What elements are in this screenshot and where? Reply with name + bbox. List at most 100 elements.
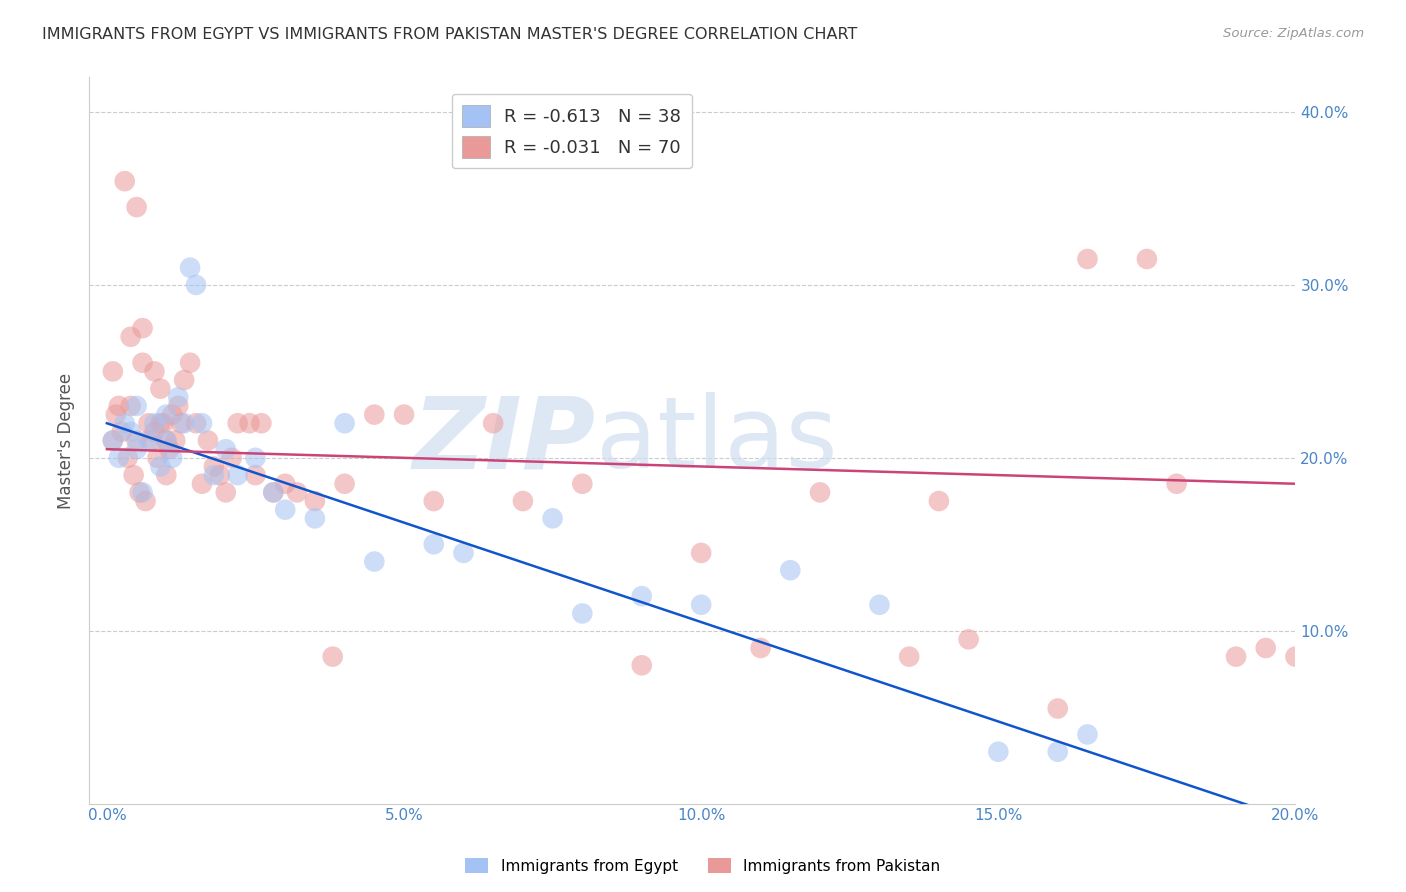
Point: [125, 442, 148, 457]
Point: [107, 450, 129, 465]
Point: [131, 485, 153, 500]
Point: [111, 425, 134, 439]
Point: [630, 658, 652, 673]
Text: atlas: atlas: [596, 392, 838, 489]
Point: [155, 408, 177, 422]
Point: [149, 459, 172, 474]
Point: [138, 434, 160, 448]
Point: [262, 485, 284, 500]
Point: [173, 373, 195, 387]
Legend: R = -0.613   N = 38, R = -0.031   N = 70: R = -0.613 N = 38, R = -0.031 N = 70: [451, 94, 692, 169]
Point: [1046, 745, 1069, 759]
Point: [152, 416, 174, 430]
Point: [179, 260, 201, 275]
Point: [423, 537, 446, 551]
Point: [114, 416, 136, 430]
Point: [215, 485, 238, 500]
Point: [117, 450, 139, 465]
Point: [135, 494, 157, 508]
Point: [107, 399, 129, 413]
Point: [928, 494, 950, 508]
Point: [215, 442, 238, 457]
Point: [191, 416, 214, 430]
Point: [392, 408, 415, 422]
Point: [1076, 252, 1098, 266]
Text: IMMIGRANTS FROM EGYPT VS IMMIGRANTS FROM PAKISTAN MASTER'S DEGREE CORRELATION CH: IMMIGRANTS FROM EGYPT VS IMMIGRANTS FROM…: [42, 27, 858, 42]
Point: [138, 416, 160, 430]
Point: [512, 494, 534, 508]
Point: [155, 434, 177, 448]
Point: [179, 356, 201, 370]
Point: [482, 416, 505, 430]
Point: [101, 434, 124, 448]
Point: [541, 511, 564, 525]
Point: [184, 416, 207, 430]
Point: [101, 364, 124, 378]
Point: [184, 277, 207, 292]
Point: [114, 174, 136, 188]
Point: [131, 321, 153, 335]
Point: [1166, 476, 1188, 491]
Point: [149, 416, 172, 430]
Point: [363, 408, 385, 422]
Point: [128, 485, 150, 500]
Point: [423, 494, 446, 508]
Point: [131, 356, 153, 370]
Point: [363, 555, 385, 569]
Point: [162, 450, 184, 465]
Point: [274, 476, 297, 491]
Point: [1284, 649, 1306, 664]
Point: [322, 649, 344, 664]
Point: [333, 416, 356, 430]
Point: [125, 399, 148, 413]
Point: [226, 468, 249, 483]
Point: [571, 607, 593, 621]
Point: [122, 468, 145, 483]
Point: [208, 468, 231, 483]
Point: [157, 442, 180, 457]
Point: [167, 390, 190, 404]
Point: [143, 364, 166, 378]
Point: [957, 632, 980, 647]
Point: [120, 330, 142, 344]
Point: [262, 485, 284, 500]
Point: [898, 649, 921, 664]
Point: [120, 399, 142, 413]
Y-axis label: Master's Degree: Master's Degree: [58, 373, 75, 508]
Point: [1254, 640, 1277, 655]
Point: [808, 485, 831, 500]
Point: [285, 485, 308, 500]
Point: [1136, 252, 1159, 266]
Point: [202, 468, 225, 483]
Point: [1076, 727, 1098, 741]
Point: [221, 450, 243, 465]
Point: [146, 450, 169, 465]
Point: [453, 546, 475, 560]
Point: [120, 425, 142, 439]
Point: [162, 408, 184, 422]
Point: [191, 476, 214, 491]
Point: [101, 434, 124, 448]
Point: [165, 434, 187, 448]
Point: [173, 416, 195, 430]
Point: [690, 546, 713, 560]
Point: [749, 640, 772, 655]
Text: ZIP: ZIP: [413, 392, 596, 489]
Point: [690, 598, 713, 612]
Point: [245, 450, 267, 465]
Point: [155, 468, 177, 483]
Legend: Immigrants from Egypt, Immigrants from Pakistan: Immigrants from Egypt, Immigrants from P…: [460, 852, 946, 880]
Point: [245, 468, 267, 483]
Point: [869, 598, 891, 612]
Point: [143, 425, 166, 439]
Point: [104, 408, 127, 422]
Point: [1046, 701, 1069, 715]
Point: [141, 434, 163, 448]
Point: [149, 382, 172, 396]
Point: [170, 416, 193, 430]
Point: [571, 476, 593, 491]
Point: [202, 459, 225, 474]
Point: [987, 745, 1010, 759]
Point: [155, 434, 177, 448]
Point: [125, 200, 148, 214]
